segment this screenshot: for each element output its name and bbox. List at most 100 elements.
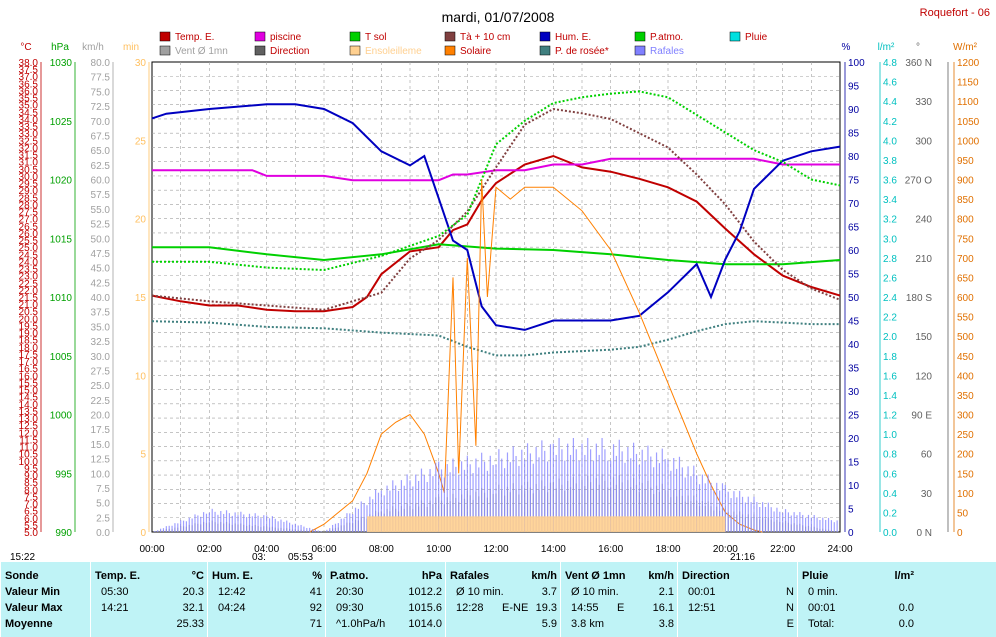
temp-axis-tick: 8.0 [24,485,38,496]
legend-label: Hum. E. [555,32,591,43]
temp-axis-tick: 37.0 [19,72,39,83]
direction-axis-tick: 180 S [906,293,932,304]
stats-row-label: Valeur Max [5,602,63,614]
stats-header-label: Pluie [802,570,829,582]
sunshine-axis-tick: 25 [135,136,147,147]
temp-axis-tick: 33.5 [19,122,39,133]
temp-axis-tick: 25.5 [19,236,39,247]
stats-row: 20:30 1012.2 [330,586,442,600]
legend-swatch [634,31,646,42]
stats-row-mid: E-NE [502,602,529,614]
stats-row: 5.9 [450,618,557,632]
wind-axis-tick: 57.5 [91,190,111,201]
wind-axis-tick: 25.0 [91,381,111,392]
solar-axis-tick: 600 [957,293,974,304]
rain-axis-tick: 4.2 [883,117,897,128]
temp-axis-tick: 20.5 [19,307,39,318]
temp-axis-tick: 16.0 [19,371,39,382]
wind-axis-tick: 42.5 [91,278,111,289]
stats-row-label: Ø 10 min. [571,586,619,598]
legend-label: Rafales [650,46,684,57]
rain-axis-tick: 0.6 [883,469,897,480]
pressure-axis-tick: 1020 [50,176,73,187]
temp-axis-tick: 20.0 [19,314,39,325]
stats-row-label: Valeur Min [5,586,61,598]
stats-header: Sonde [5,570,87,584]
legend-label: Tà + 10 cm [460,32,510,43]
sunshine-bar [553,516,582,532]
humidity-axis-tick: 60 [848,246,860,257]
stats-row-label: 0 min. [808,586,838,598]
wind-axis-tick: 32.5 [91,337,111,348]
temp-axis-tick: 36.5 [19,79,39,90]
temp-axis-tick: 27.5 [19,208,39,219]
direction-axis-tick: 360 N [905,58,932,69]
x-tick-label: 14:00 [541,544,566,555]
rain-axis-tick: 1.0 [883,430,897,441]
solar-axis-unit: W/m² [953,42,978,53]
sunrise-time: 15:22 [10,552,35,562]
wind-axis-tick: 50.0 [91,234,111,245]
sunshine-bar [610,516,640,532]
solar-axis-tick: 750 [957,234,974,245]
stats-row-label: 12:28 [456,602,484,614]
wind-axis-tick: 12.5 [91,455,111,466]
chart-canvas: mardi, 01/07/2008 Roquefort - 06 Temp. E. p… [10,7,990,562]
temp-axis-tick: 6.5 [24,507,38,518]
solar-axis-tick: 550 [957,313,974,324]
humidity-axis-tick: 75 [848,176,860,187]
rain-axis-tick: 0.4 [883,489,897,500]
solar-axis-tick: 300 [957,411,974,422]
stats-column: Direction 00:01 N 12:51 N E [677,562,798,637]
stats-row-mid: E [617,602,625,614]
pressure-axis-tick: 990 [55,528,72,539]
temp-axis-tick: 9.5 [24,464,38,475]
sunshine-bar [367,516,382,532]
wind-axis-tick: 60.0 [91,176,111,187]
sunshine-axis-tick: 5 [140,450,146,461]
x-tick-label: 04:00 [254,544,279,555]
stats-row: 3.8 km 3.8 [565,618,674,632]
series-t-10-cm [151,107,841,311]
legend-swatch [349,45,361,56]
stats-row-label: 00:01 [688,586,716,598]
stats-row-label: Ø 10 min. [456,586,504,598]
humidity-axis-tick: 35 [848,364,860,375]
stats-row: 12:42 41 [212,586,322,600]
temp-axis-tick: 18.0 [19,343,39,354]
series-solaire [309,179,763,533]
sunshine-axis-tick: 20 [135,215,147,226]
direction-axis-tick: 30 [921,489,933,500]
temp-axis-tick: 26.0 [19,229,39,240]
stats-row-value: 1015.6 [408,602,442,614]
humidity-axis-tick: 15 [848,458,860,469]
temp-axis-tick: 14.0 [19,400,39,411]
solar-axis-tick: 200 [957,450,974,461]
temp-axis-tick: 35.0 [19,101,39,112]
sunshine-bar [467,516,496,532]
x-tick-label: 08:00 [369,544,394,555]
temp-axis-tick: 28.0 [19,200,39,211]
rain-axis-tick: 1.8 [883,352,897,363]
stats-row-label: 00:01 [808,602,836,614]
wind-axis-tick: 65.0 [91,146,111,157]
legend-swatch [159,45,171,56]
temp-axis-tick: 16.5 [19,364,39,375]
temp-axis-tick: 8.5 [24,478,38,489]
stats-header-label: Direction [682,570,730,582]
direction-axis-tick: 150 [915,332,932,343]
stats-header-label: Rafales [450,570,490,582]
rain-axis-tick: 3.0 [883,234,897,245]
legend-label: Direction [270,46,309,57]
stats-row-value: 0.0 [898,602,914,614]
stats-row: 14:21 32.1 [95,602,204,616]
stats-row-value: 25.33 [176,618,204,630]
stats-row-value: N [786,586,794,598]
stats-row: 09:30 1015.6 [330,602,442,616]
wind-axis-tick: 75.0 [91,87,111,98]
stats-row-label: 20:30 [336,586,364,598]
stats-row-value: 20.3 [182,586,204,598]
stats-header-unit: °C [191,570,204,582]
legend-swatch [254,31,266,42]
temp-axis-tick: 19.0 [19,329,39,340]
